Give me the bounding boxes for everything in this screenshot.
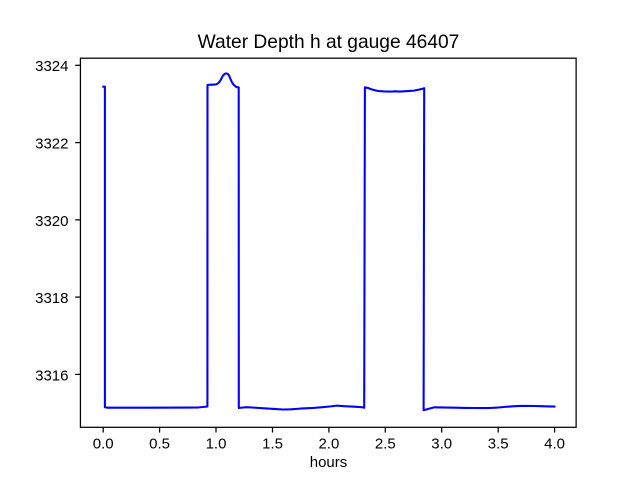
svg-text:4.0: 4.0 — [544, 435, 565, 452]
svg-text:Water Depth h at gauge 46407: Water Depth h at gauge 46407 — [198, 32, 460, 53]
svg-text:3.5: 3.5 — [488, 435, 509, 452]
svg-text:1.5: 1.5 — [262, 435, 283, 452]
svg-text:1.0: 1.0 — [206, 435, 227, 452]
svg-text:0.5: 0.5 — [149, 435, 170, 452]
svg-text:3322: 3322 — [35, 136, 68, 153]
svg-text:3318: 3318 — [35, 290, 68, 307]
svg-text:hours: hours — [310, 454, 348, 471]
svg-text:3316: 3316 — [35, 367, 68, 384]
svg-text:3324: 3324 — [35, 58, 68, 75]
svg-text:2.5: 2.5 — [375, 435, 396, 452]
svg-text:2.0: 2.0 — [318, 435, 339, 452]
svg-text:3.0: 3.0 — [431, 435, 452, 452]
svg-text:0.0: 0.0 — [93, 435, 114, 452]
svg-text:3320: 3320 — [35, 213, 68, 230]
